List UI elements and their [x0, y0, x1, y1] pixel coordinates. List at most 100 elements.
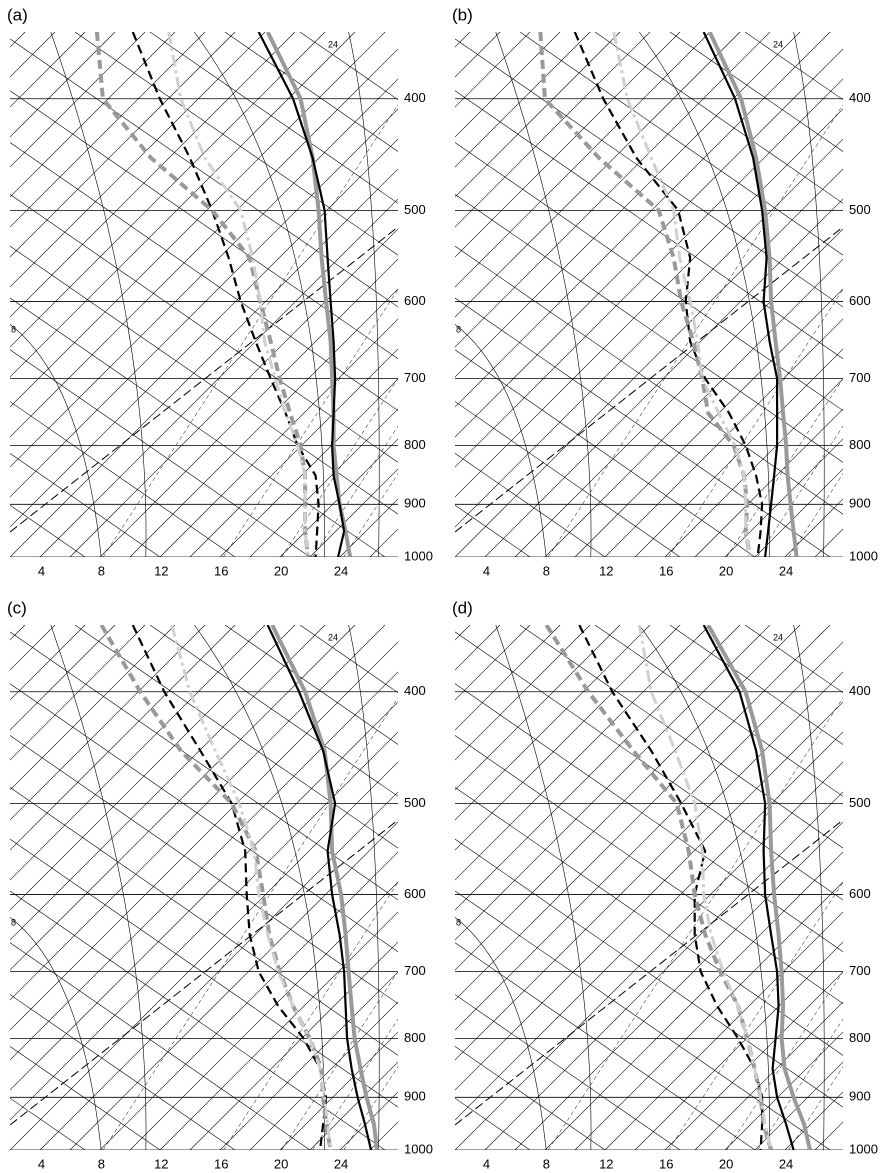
plot-area — [455, 625, 843, 1150]
mixing-ratio-line — [726, 971, 843, 1150]
moist-adiabat — [50, 32, 147, 557]
mixing-ratio-line — [281, 378, 398, 557]
isotherm — [10, 625, 296, 911]
mixing-ratio-line — [788, 473, 843, 557]
isotherm — [455, 625, 531, 701]
dry-adiabat — [10, 90, 398, 360]
isotherm — [10, 32, 56, 78]
panel-label: (c) — [7, 598, 27, 617]
profile-line — [706, 625, 812, 1150]
isotherm — [10, 48, 398, 438]
isotherm — [10, 625, 26, 641]
isotherm — [455, 32, 471, 48]
dry-adiabat — [10, 1149, 11, 1150]
y-tick-label: 400 — [849, 683, 871, 698]
dry-adiabat — [455, 838, 843, 1108]
isotherm — [10, 625, 206, 821]
x-tick-label: 20 — [719, 1156, 733, 1171]
x-tick-label: 20 — [274, 563, 288, 578]
isotherm — [875, 32, 881, 557]
isotherm — [189, 348, 398, 557]
isotherm — [455, 625, 561, 731]
dry-adiabat — [299, 625, 398, 694]
reference-line — [10, 819, 398, 1126]
isotherm — [159, 911, 398, 1150]
profile-line — [266, 625, 373, 1150]
y-tick-label: 600 — [404, 886, 426, 901]
isotherm — [10, 32, 326, 348]
x-tick-label: 24 — [334, 1156, 348, 1171]
isotherm — [754, 1061, 843, 1150]
isotherm — [10, 625, 146, 761]
dry-adiabat — [455, 735, 843, 1004]
mixing-ratio-line — [343, 1066, 398, 1150]
mixing-ratio-line — [668, 288, 843, 557]
isotherm — [455, 108, 843, 498]
dry-adiabat — [455, 90, 843, 360]
isotherm — [10, 625, 116, 731]
profile-line — [702, 625, 795, 1150]
y-tick-label: 500 — [849, 202, 871, 217]
isotherm — [455, 641, 843, 1031]
isotherm — [10, 32, 206, 228]
y-tick-label: 1000 — [849, 1141, 878, 1156]
moist-adiabat — [348, 32, 380, 557]
dry-adiabat — [455, 942, 756, 1150]
mixing-ratio-line — [668, 881, 843, 1150]
isotherm — [10, 32, 266, 288]
line-label: 24 — [773, 632, 783, 642]
mixing-ratio-line — [547, 697, 843, 1150]
isotherm — [724, 438, 843, 557]
isotherm — [369, 528, 398, 557]
dry-adiabat — [10, 1046, 161, 1150]
moist-adiabat — [455, 32, 496, 557]
y-tick-label: 600 — [849, 293, 871, 308]
isotherm — [455, 32, 681, 258]
isotherm — [455, 32, 801, 378]
x-tick-label: 8 — [98, 1156, 105, 1171]
dry-adiabat — [149, 32, 398, 204]
moist-adiabat — [194, 625, 325, 1150]
isotherm — [10, 625, 326, 941]
dry-adiabat — [455, 631, 843, 901]
reference-line — [455, 819, 843, 1126]
profile-line — [612, 32, 752, 557]
isotherm — [514, 228, 843, 557]
moist-adiabat — [793, 625, 825, 1150]
profile-line — [131, 32, 320, 557]
isotherm — [129, 288, 398, 557]
isotherm — [455, 32, 711, 288]
dry-adiabat — [455, 994, 681, 1150]
profile-line — [265, 32, 353, 557]
y-tick-label: 600 — [849, 886, 871, 901]
dry-adiabat — [455, 453, 606, 557]
dry-adiabat — [455, 683, 843, 953]
isotherm — [455, 625, 711, 881]
isotherm — [455, 625, 741, 911]
mixing-ratio-line — [343, 473, 398, 557]
x-tick-label: 4 — [483, 563, 490, 578]
isotherm — [484, 791, 843, 1150]
profile-line — [702, 32, 779, 557]
moist-adiabat — [639, 32, 770, 557]
isotherm — [129, 881, 398, 1150]
line-label: 8 — [456, 917, 461, 927]
dry-adiabat — [455, 38, 843, 308]
isotherm — [490, 32, 881, 557]
dry-adiabat — [10, 297, 386, 557]
dry-adiabat — [455, 297, 831, 557]
isotherm — [99, 851, 398, 1150]
panel-label: (d) — [452, 598, 473, 617]
dry-adiabat — [10, 994, 236, 1150]
dry-adiabat — [224, 32, 398, 152]
dry-adiabat — [10, 401, 236, 557]
isotherm — [369, 1121, 398, 1150]
isotherm — [10, 625, 386, 1001]
dry-adiabat — [10, 890, 386, 1150]
isotherm — [10, 701, 398, 1091]
dry-adiabat — [224, 625, 398, 745]
isotherm — [455, 32, 531, 108]
isotherm — [455, 671, 843, 1061]
